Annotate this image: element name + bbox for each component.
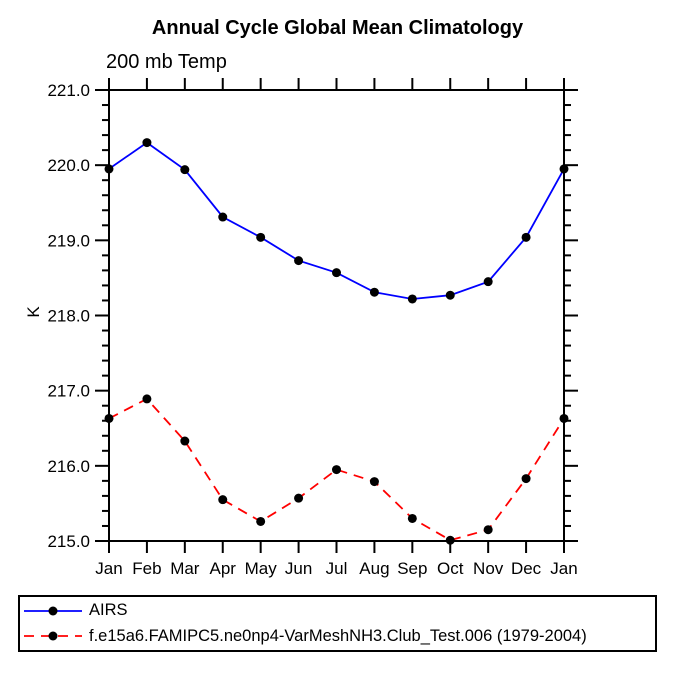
legend-item-airs: AIRS xyxy=(22,599,655,623)
data-point xyxy=(256,232,266,242)
x-tick-label: Jan xyxy=(95,559,122,578)
data-point xyxy=(369,477,379,487)
data-point xyxy=(256,516,266,526)
data-point xyxy=(218,212,228,222)
legend-dashed-line-icon xyxy=(24,631,82,641)
y-tick-label: 219.0 xyxy=(47,231,90,250)
data-point xyxy=(369,287,379,297)
series-1 xyxy=(104,394,569,545)
legend-item-model: f.e15a6.FAMIPC5.ne0np4-VarMeshNH3.Club_T… xyxy=(22,624,655,648)
data-point xyxy=(294,493,304,503)
y-axis-labels: 215.0 216.0 217.0 218.0 219.0 220.0 221.0 xyxy=(47,81,90,551)
chart-title: Annual Cycle Global Mean Climatology xyxy=(151,17,524,39)
x-tick-label: Jan xyxy=(550,559,577,578)
y-tick-label: 220.0 xyxy=(47,156,90,175)
x-tick-label: May xyxy=(245,559,278,578)
x-tick-label: Mar xyxy=(170,559,200,578)
legend-label-airs: AIRS xyxy=(89,601,128,620)
data-point xyxy=(294,256,304,266)
data-point xyxy=(332,465,341,475)
x-tick-label: Nov xyxy=(473,559,504,578)
y-tick-label: 218.0 xyxy=(47,307,90,326)
data-point xyxy=(332,268,341,278)
series-0 xyxy=(104,138,569,304)
data-point xyxy=(483,525,493,535)
x-tick-label: Apr xyxy=(210,559,237,578)
y-tick-label: 221.0 xyxy=(47,81,90,100)
x-tick-label: Dec xyxy=(511,559,542,578)
data-point xyxy=(445,290,455,300)
data-point xyxy=(104,164,114,174)
chart-subtitle: 200 mb Temp xyxy=(106,51,227,73)
x-tick-label: Sep xyxy=(397,559,427,578)
x-tick-label: Feb xyxy=(132,559,161,578)
data-point xyxy=(445,535,455,545)
data-point xyxy=(407,513,417,523)
data-point xyxy=(142,138,152,148)
y-tick-label: 215.0 xyxy=(47,532,90,551)
data-point xyxy=(559,164,569,174)
x-tick-label: Jun xyxy=(285,559,312,578)
x-tick-label: Aug xyxy=(359,559,389,578)
data-point xyxy=(180,436,190,446)
data-point xyxy=(407,294,417,304)
data-point xyxy=(142,394,152,404)
data-point xyxy=(104,413,114,423)
data-point xyxy=(218,495,228,505)
data-point xyxy=(483,277,493,287)
legend-solid-line-icon xyxy=(24,606,82,616)
legend: AIRS f.e15a6.FAMIPC5.ne0np4-VarMeshNH3.C… xyxy=(18,595,657,652)
data-point xyxy=(559,413,569,423)
data-point xyxy=(180,165,190,175)
data-point xyxy=(521,232,531,242)
plot-area: 215.0 216.0 217.0 218.0 219.0 220.0 221.0 Jan Fe… xyxy=(47,78,578,578)
x-tick-label: Jul xyxy=(326,559,348,578)
y-axis-ticks xyxy=(95,89,578,542)
y-tick-label: 217.0 xyxy=(47,382,90,401)
x-axis-ticks: Jan Feb Mar Apr May Jun Jul Aug Sep Oct Nov Dec Jan xyxy=(95,78,578,578)
x-tick-label: Oct xyxy=(437,559,464,578)
data-point xyxy=(521,474,531,484)
y-tick-label: 216.0 xyxy=(47,457,90,476)
legend-label-model: f.e15a6.FAMIPC5.ne0np4-VarMeshNH3.Club_T… xyxy=(89,626,587,645)
